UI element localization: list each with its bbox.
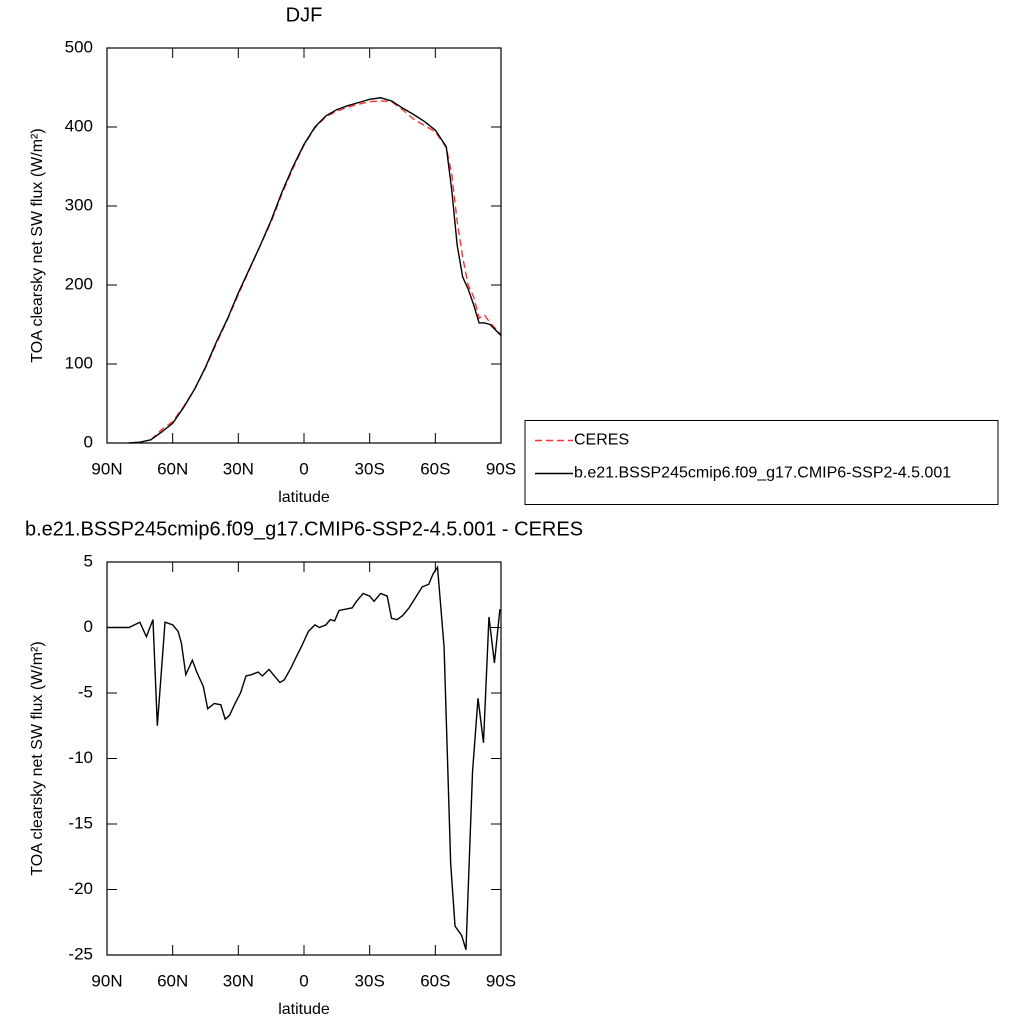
x-tick-label: 0	[299, 971, 308, 990]
chart-title: DJF	[286, 4, 323, 26]
y-tick-label: -10	[68, 748, 93, 767]
x-tick-label: 30N	[223, 459, 254, 478]
x-tick-label: 0	[299, 459, 308, 478]
x-tick-label: 90N	[91, 971, 122, 990]
x-tick-label: 30S	[355, 971, 385, 990]
x-axis-label: latitude	[278, 1001, 330, 1018]
y-tick-label: 400	[65, 116, 93, 135]
legend-box	[524, 420, 999, 505]
y-tick-label: 0	[84, 617, 93, 636]
y-tick-label: -25	[68, 944, 93, 963]
series-line	[150, 100, 502, 441]
x-tick-label: 60N	[157, 459, 188, 478]
y-tick-label: 300	[65, 195, 93, 214]
y-tick-label: 100	[65, 353, 93, 372]
x-tick-label: 60S	[420, 971, 450, 990]
x-axis-label: latitude	[278, 489, 330, 506]
y-tick-label: 500	[65, 37, 93, 56]
x-tick-label: 60S	[420, 459, 450, 478]
x-tick-label: 60N	[157, 971, 188, 990]
chart-title: b.e21.BSSP245cmip6.f09_g17.CMIP6-SSP2-4.…	[25, 518, 583, 540]
y-tick-label: 200	[65, 274, 93, 293]
y-tick-label: -20	[68, 879, 93, 898]
y-axis-label: TOA clearsky net SW flux (W/m²)	[29, 641, 46, 875]
x-tick-label: 90N	[91, 459, 122, 478]
y-tick-label: 5	[84, 551, 93, 570]
plot-frame	[106, 47, 502, 444]
y-tick-label: -15	[68, 813, 93, 832]
x-tick-label: 30N	[223, 971, 254, 990]
x-tick-label: 90S	[486, 459, 516, 478]
x-tick-label: 30S	[355, 459, 385, 478]
y-tick-label: 0	[84, 432, 93, 451]
x-tick-label: 90S	[486, 971, 516, 990]
legend-label: b.e21.BSSP245cmip6.f09_g17.CMIP6-SSP2-4.…	[574, 465, 951, 482]
y-axis-label: TOA clearsky net SW flux (W/m²)	[29, 128, 46, 362]
y-tick-label: -5	[78, 682, 93, 701]
series-line	[107, 565, 501, 950]
series-line	[128, 97, 502, 444]
legend-label: CERES	[574, 432, 629, 449]
plot-frame	[106, 561, 502, 956]
